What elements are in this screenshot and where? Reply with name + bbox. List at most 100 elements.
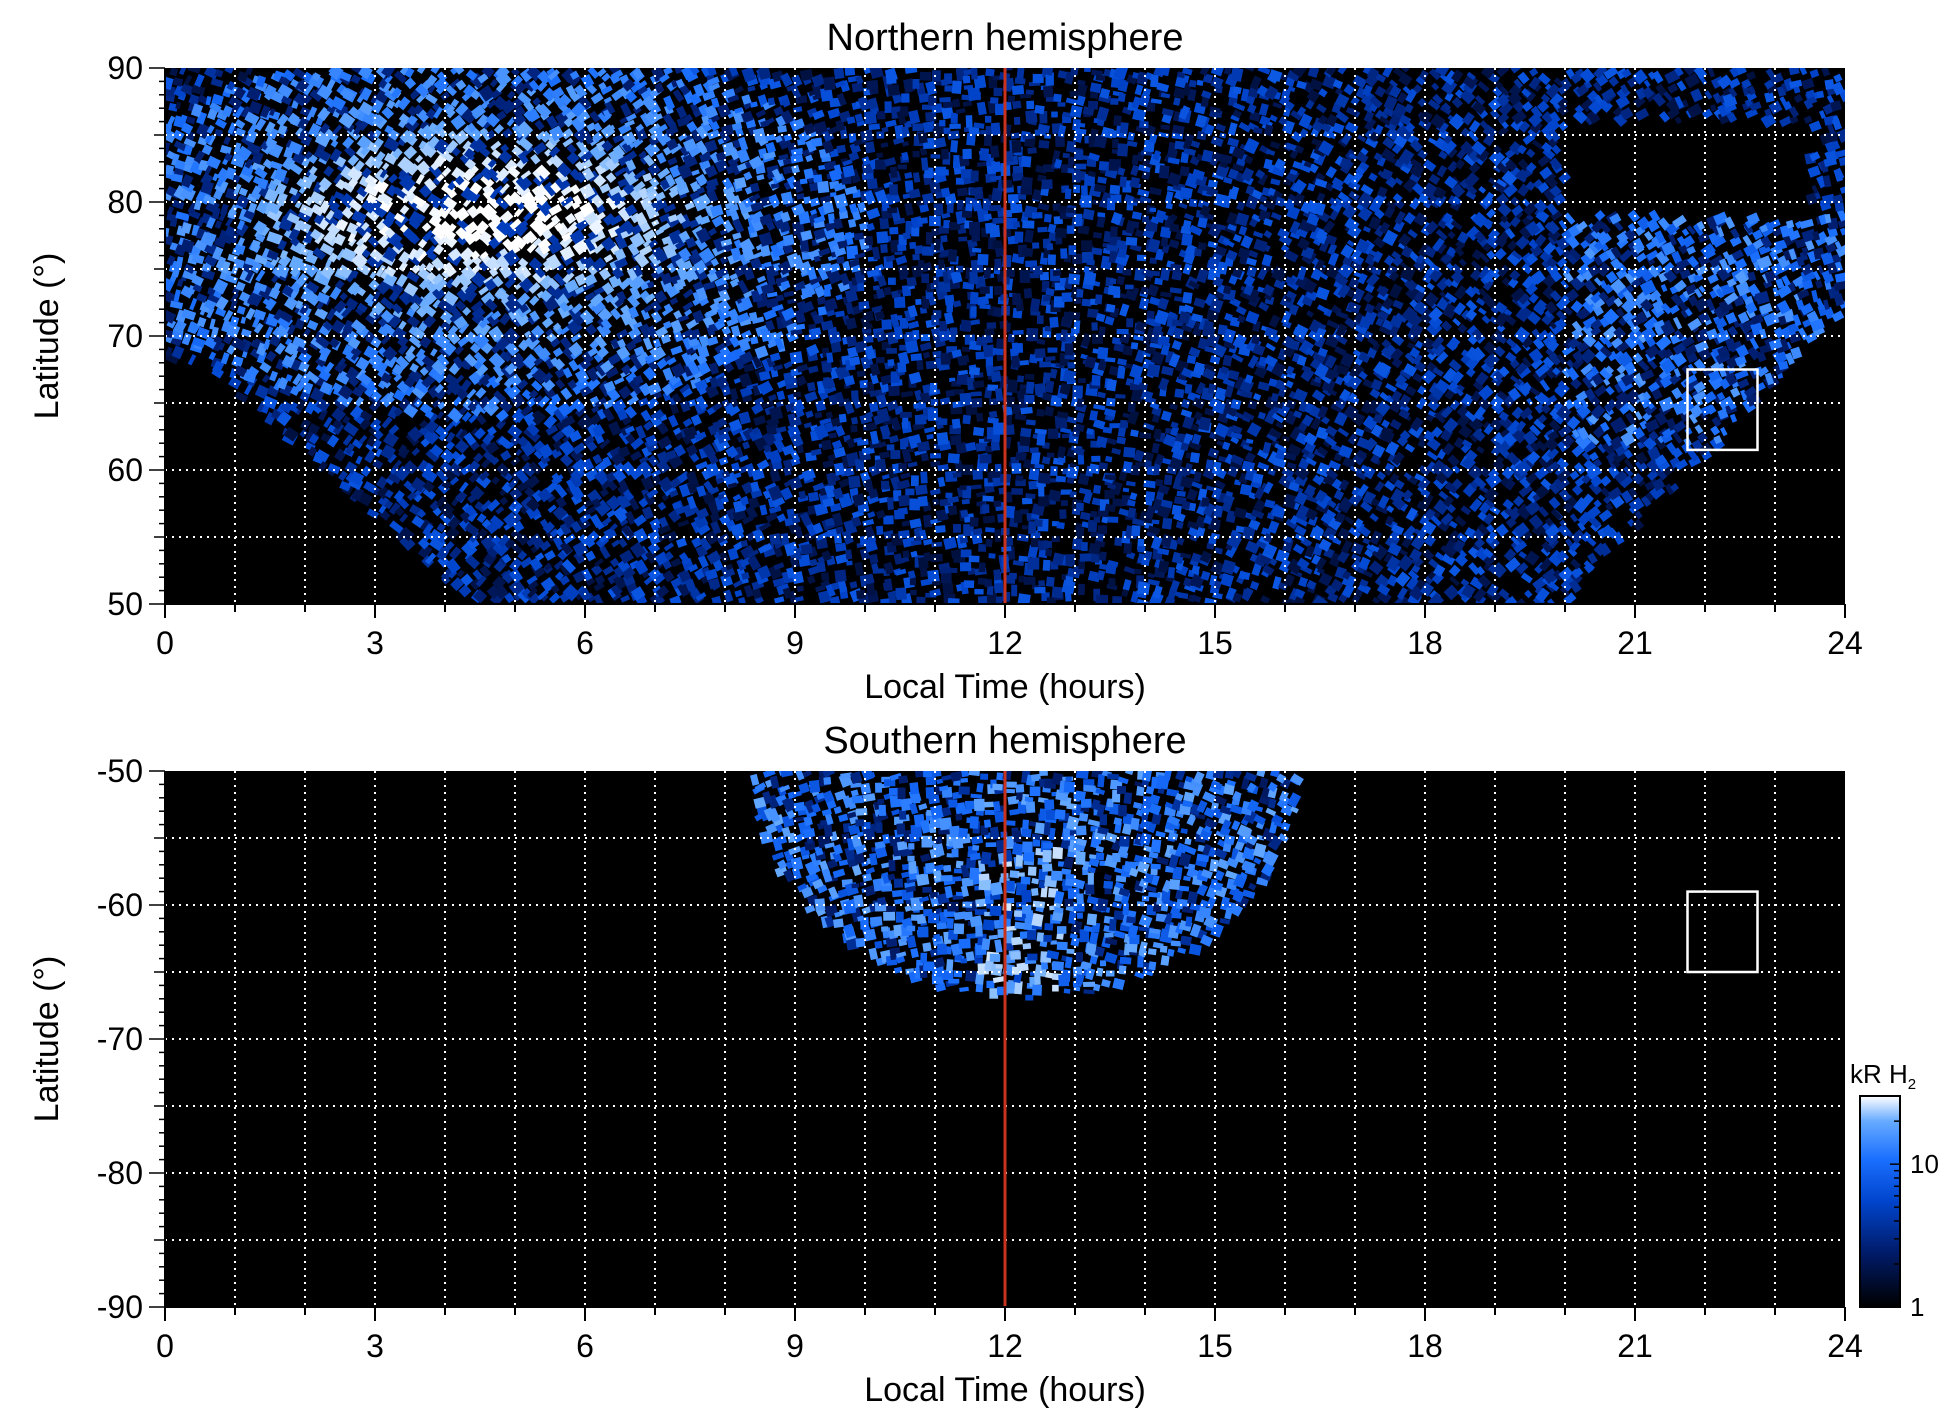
emission-cell [339, 292, 348, 301]
emission-cell [265, 298, 277, 312]
emission-cell [487, 375, 501, 389]
emission-cell [384, 227, 396, 239]
emission-cell [1099, 551, 1107, 562]
emission-cell [495, 196, 510, 210]
emission-cell [937, 169, 949, 176]
emission-cell [569, 168, 582, 181]
emission-cell [191, 274, 204, 287]
emission-cell [575, 139, 587, 152]
emission-cell [473, 351, 487, 365]
emission-cell [377, 233, 392, 249]
emission-cell [327, 463, 341, 475]
emission-cell [464, 504, 477, 517]
emission-cell [432, 286, 446, 301]
emission-cell [561, 414, 576, 428]
emission-cell [204, 134, 213, 144]
emission-cell [206, 108, 218, 121]
emission-cell [988, 410, 998, 419]
emission-cell [432, 197, 443, 209]
emission-cell [398, 444, 408, 454]
emission-cell [201, 268, 216, 281]
emission-cell [909, 241, 917, 250]
emission-cell [280, 95, 293, 106]
emission-cell [989, 97, 999, 104]
emission-cell [363, 480, 378, 494]
emission-cell [478, 470, 490, 482]
emission-cell [207, 134, 216, 146]
emission-cell [250, 185, 264, 201]
emission-cell [445, 139, 459, 154]
emission-cell [415, 154, 424, 163]
emission-cell [346, 366, 355, 376]
emission-cell [369, 199, 385, 216]
emission-cell [1039, 361, 1052, 368]
emission-cell [845, 549, 853, 560]
emission-cell [1011, 100, 1022, 110]
emission-cell [466, 205, 480, 219]
emission-cell [1066, 225, 1075, 234]
emission-cell [165, 277, 175, 292]
emission-cell [1106, 378, 1117, 392]
emission-cell [392, 283, 404, 296]
emission-cell [536, 290, 545, 299]
emission-cell [504, 592, 515, 604]
emission-cell [349, 470, 365, 486]
emission-cell [244, 111, 260, 126]
emission-cell [422, 304, 437, 318]
emission-cell [384, 500, 394, 510]
emission-cell [438, 430, 449, 442]
emission-cell [1012, 221, 1021, 229]
emission-cell [361, 231, 372, 243]
emission-cell [536, 207, 552, 223]
emission-cell [490, 140, 502, 151]
emission-cell [462, 306, 472, 316]
emission-cell [1019, 270, 1031, 284]
emission-cell [435, 469, 449, 483]
emission-cell [460, 573, 474, 587]
emission-cell [261, 374, 271, 384]
emission-cell [1089, 91, 1099, 99]
emission-cell [248, 100, 263, 115]
emission-cell [554, 483, 568, 499]
emission-cell [422, 523, 434, 537]
emission-cell [390, 87, 402, 100]
emission-cell [848, 475, 861, 489]
emission-cell [1029, 447, 1039, 454]
emission-cell [224, 167, 237, 181]
emission-cell [767, 97, 776, 106]
emission-cell [455, 299, 467, 312]
emission-cell [904, 68, 918, 74]
emission-cell [1157, 335, 1170, 347]
emission-cell [1042, 540, 1053, 549]
emission-cell [1076, 288, 1084, 298]
emission-cell [398, 251, 412, 265]
emission-cell [422, 480, 435, 493]
emission-cell [1079, 553, 1092, 562]
emission-cell [551, 472, 563, 485]
emission-cell [500, 449, 512, 462]
emission-cell [385, 211, 397, 223]
emission-cell [214, 118, 227, 129]
emission-cell [993, 569, 1002, 581]
emission-cell [544, 148, 553, 157]
emission-cell [1011, 84, 1025, 96]
emission-cell [212, 173, 219, 182]
emission-cell [559, 301, 570, 313]
emission-cell [977, 253, 989, 266]
emission-cell [183, 145, 193, 156]
emission-cell [530, 366, 539, 375]
emission-cell [416, 68, 427, 75]
emission-cell [270, 90, 285, 104]
emission-cell [495, 336, 511, 352]
emission-cell [540, 454, 551, 465]
emission-cell [351, 210, 367, 225]
emission-cell [432, 273, 444, 285]
emission-cell [233, 365, 248, 378]
emission-cell [428, 206, 444, 221]
emission-cell [463, 232, 477, 246]
emission-cell [544, 549, 556, 561]
emission-cell [475, 205, 484, 214]
emission-cell [543, 308, 555, 320]
emission-cell [496, 110, 507, 121]
emission-cell [378, 224, 391, 237]
